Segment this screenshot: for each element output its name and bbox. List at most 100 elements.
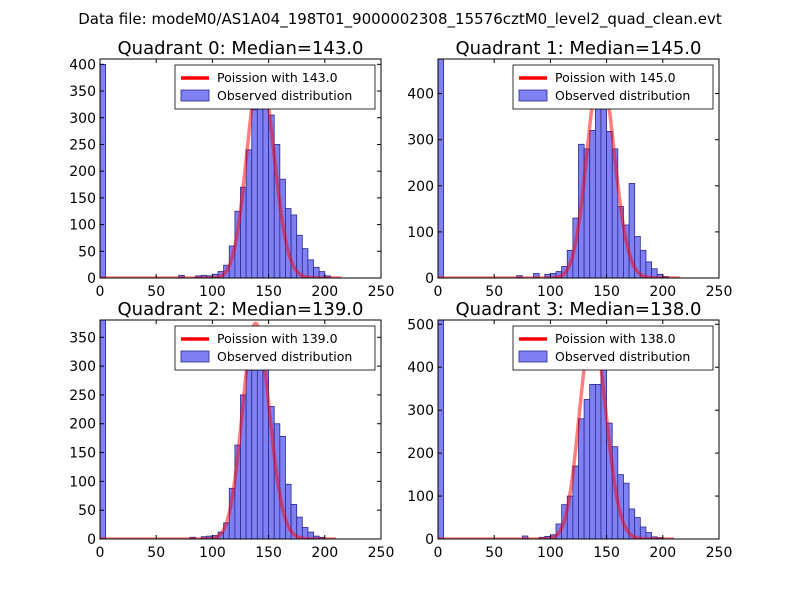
legend-hist-label: Observed distribution — [555, 88, 690, 103]
y-tick-label: 0 — [425, 271, 434, 287]
legend-fit-label: Poission with 138.0 — [555, 331, 676, 346]
x-tick-label: 250 — [368, 545, 395, 561]
histogram-bar — [594, 95, 602, 278]
x-tick-label: 200 — [311, 284, 338, 300]
x-tick-label: 200 — [311, 545, 338, 561]
histogram-bar — [279, 436, 286, 539]
axes-frame — [437, 319, 720, 540]
y-tick-label: 150 — [69, 191, 96, 207]
x-tick-label: 100 — [199, 545, 226, 561]
histogram-bars — [438, 320, 664, 539]
y-tick-label: 300 — [69, 359, 96, 375]
x-tick-label: 100 — [537, 545, 564, 561]
panel-title: Quadrant 2: Median=139.0 — [118, 299, 364, 320]
y-tick-label: 500 — [407, 317, 434, 333]
y-tick-label: 200 — [69, 417, 96, 433]
legend-fit-label: Poission with 143.0 — [217, 70, 338, 85]
legend-fit-label: Poission with 145.0 — [555, 70, 676, 85]
x-tick-label: 0 — [434, 284, 443, 300]
figure-suptitle: Data file: modeM0/AS1A04_198T01_90000023… — [78, 10, 722, 29]
histogram-bar — [606, 130, 613, 278]
x-tick-label: 150 — [593, 284, 620, 300]
poisson-fit-line — [100, 321, 337, 539]
y-tick-label: 200 — [69, 164, 96, 180]
y-tick-label: 300 — [407, 403, 434, 419]
legend-box — [512, 325, 714, 371]
histogram-bar — [256, 86, 264, 278]
y-tick-label: 350 — [69, 84, 96, 100]
x-tick-label: 250 — [706, 284, 733, 300]
histogram-bars — [438, 59, 669, 278]
histogram-bar — [600, 88, 607, 278]
x-tick-label: 0 — [96, 284, 105, 300]
panel-quadrant-3: Quadrant 3: Median=138.0 0 50 100 150 200 250 0… — [407, 299, 732, 561]
y-tick-label: 200 — [407, 179, 434, 195]
x-tick-label: 150 — [255, 545, 282, 561]
y-tick-label: 400 — [69, 57, 96, 73]
histogram-bar — [645, 532, 652, 539]
histogram-bar — [262, 95, 270, 278]
histogram-bar — [589, 130, 596, 278]
x-tick-label: 200 — [649, 284, 676, 300]
axes-frame — [99, 319, 382, 540]
x-tick-label: 50 — [485, 545, 503, 561]
y-tick-label: 300 — [69, 111, 96, 127]
legend-box — [512, 64, 714, 110]
panel-quadrant-0: Quadrant 0: Median=143.0 0 50 100 150 200 250 0… — [69, 38, 394, 300]
axes-frame — [99, 58, 382, 279]
panel-title: Quadrant 3: Median=138.0 — [456, 299, 702, 320]
poisson-fit-line — [438, 327, 675, 539]
x-tick-label: 0 — [434, 545, 443, 561]
y-tick-label: 400 — [407, 87, 434, 103]
histogram-bar — [438, 59, 445, 278]
y-tick-label: 0 — [425, 532, 434, 548]
y-tick-label: 100 — [407, 225, 434, 241]
histogram-bar — [594, 384, 602, 539]
legend-fit-label: Poission with 139.0 — [217, 331, 338, 346]
x-tick-label: 50 — [147, 545, 165, 561]
histogram-bar — [256, 342, 264, 539]
axes-frame — [437, 58, 720, 279]
legend-hist-swatch — [518, 350, 548, 363]
legend-hist-swatch — [180, 89, 210, 102]
histogram-bar — [438, 320, 445, 539]
poisson-fit-line — [100, 69, 343, 278]
legend-box — [174, 64, 376, 110]
legend-hist-label: Observed distribution — [555, 349, 690, 364]
x-tick-label: 150 — [255, 284, 282, 300]
x-tick-label: 50 — [147, 284, 165, 300]
x-tick-label: 250 — [706, 545, 733, 561]
y-tick-label: 50 — [78, 244, 96, 260]
y-tick-label: 100 — [69, 218, 96, 234]
histogram-bar — [307, 531, 314, 539]
y-tick-label: 0 — [87, 532, 96, 548]
y-tick-label: 250 — [69, 388, 96, 404]
legend-box — [174, 325, 376, 371]
y-tick-label: 200 — [407, 446, 434, 462]
histogram-bar — [245, 149, 253, 278]
y-tick-label: 400 — [407, 360, 434, 376]
y-tick-label: 0 — [87, 271, 96, 287]
x-tick-label: 50 — [485, 284, 503, 300]
y-tick-label: 100 — [407, 489, 434, 505]
histogram-bar — [628, 183, 636, 278]
y-tick-label: 300 — [407, 133, 434, 149]
histogram-bar — [578, 418, 585, 539]
x-tick-label: 150 — [593, 545, 620, 561]
y-tick-label: 150 — [69, 446, 96, 462]
histogram-bar — [307, 259, 314, 278]
poisson-fit-line — [438, 67, 681, 278]
legend-hist-swatch — [518, 89, 548, 102]
histogram-bar — [251, 348, 258, 539]
histogram-bar — [589, 384, 596, 539]
histogram-bar — [251, 109, 258, 278]
histogram-bar — [651, 268, 658, 278]
x-tick-label: 100 — [199, 284, 226, 300]
legend-hist-label: Observed distribution — [217, 88, 352, 103]
histogram-bar — [100, 320, 107, 539]
histogram-bar — [583, 399, 591, 539]
y-tick-label: 50 — [78, 503, 96, 519]
histogram-bar — [301, 248, 309, 278]
y-tick-label: 250 — [69, 137, 96, 153]
